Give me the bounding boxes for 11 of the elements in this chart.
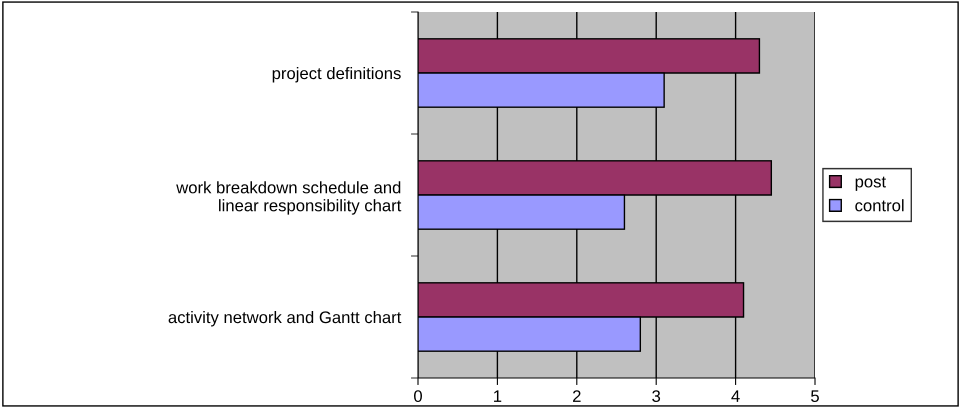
x-tick-label: 0 <box>414 390 422 402</box>
legend-label: post <box>856 176 886 191</box>
y-tick-label: work breakdown schedule and linear responsibility chart <box>176 181 402 215</box>
x-tick-label: 5 <box>811 390 819 402</box>
y-tick-label: project definitions <box>272 66 401 82</box>
x-tick-label: 4 <box>731 390 740 402</box>
x-tick-label: 1 <box>494 390 502 402</box>
legend-label: control <box>855 199 904 212</box>
x-tick-label: 3 <box>652 390 660 402</box>
x-tick-label: 2 <box>573 390 581 402</box>
y-tick-label: activity network and Gantt chart <box>168 310 402 326</box>
